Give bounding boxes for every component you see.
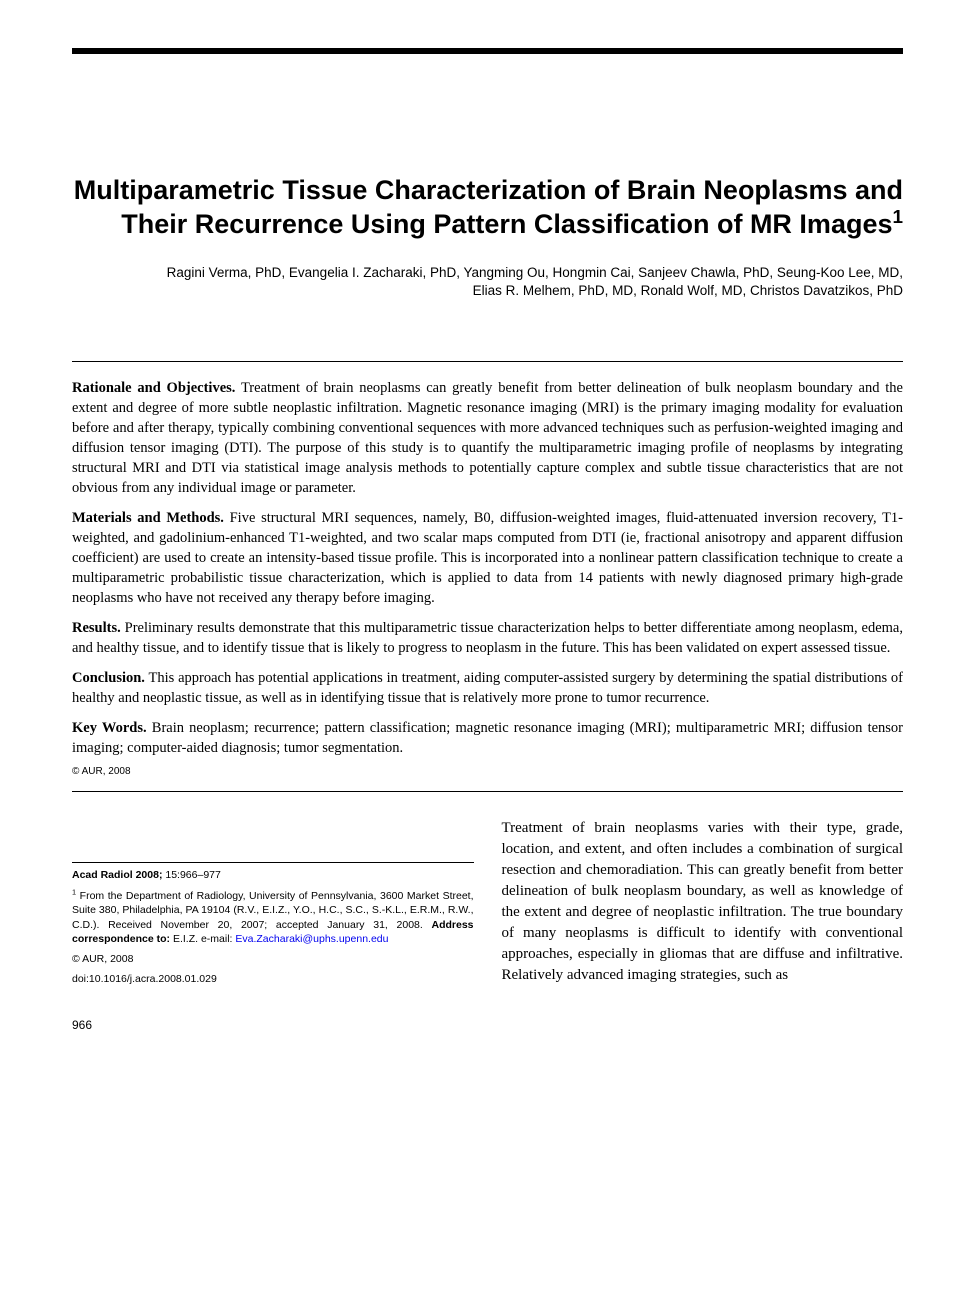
materials-heading: Materials and Methods.	[72, 510, 224, 526]
abstract-conclusion: Conclusion. This approach has potential …	[72, 668, 903, 708]
two-column-region: Acad Radiol 2008; 15:966–977 1 From the …	[72, 818, 903, 986]
left-column: Acad Radiol 2008; 15:966–977 1 From the …	[72, 818, 474, 986]
top-rule	[72, 48, 903, 54]
conclusion-text: This approach has potential applications…	[72, 670, 903, 706]
authors-line-1: Ragini Verma, PhD, Evangelia I. Zacharak…	[167, 265, 903, 280]
right-column: Treatment of brain neoplasms varies with…	[502, 818, 904, 986]
keywords-text: Brain neoplasm; recurrence; pattern clas…	[72, 720, 903, 756]
abstract-rationale: Rationale and Objectives. Treatment of b…	[72, 378, 903, 498]
abstract-copyright: © AUR, 2008	[72, 766, 903, 777]
results-heading: Results.	[72, 620, 121, 636]
title-text: Multiparametric Tissue Characterization …	[74, 175, 903, 239]
journal-name: Acad Radiol 2008;	[72, 869, 165, 881]
journal-citation: Acad Radiol 2008; 15:966–977	[72, 869, 474, 881]
footnote-rule	[72, 862, 474, 863]
page-number: 966	[72, 1018, 903, 1032]
title-footnote-ref: 1	[892, 207, 903, 228]
intro-paragraph: Treatment of brain neoplasms varies with…	[502, 818, 904, 986]
correspondence-email-link[interactable]: Eva.Zacharaki@uphs.upenn.edu	[235, 933, 388, 945]
doi: doi:10.1016/j.acra.2008.01.029	[72, 972, 474, 986]
abstract-box: Rationale and Objectives. Treatment of b…	[72, 361, 903, 792]
abstract-materials: Materials and Methods. Five structural M…	[72, 508, 903, 608]
journal-volume-pages: 15:966–977	[165, 869, 220, 881]
abstract-results: Results. Preliminary results demonstrate…	[72, 618, 903, 658]
conclusion-heading: Conclusion.	[72, 670, 145, 686]
keywords-heading: Key Words.	[72, 720, 147, 736]
rationale-heading: Rationale and Objectives.	[72, 380, 235, 396]
rationale-text: Treatment of brain neoplasms can greatly…	[72, 380, 903, 496]
abstract-keywords: Key Words. Brain neoplasm; recurrence; p…	[72, 718, 903, 758]
footer-copyright: © AUR, 2008	[72, 952, 474, 966]
affil-pre: From the Department of Radiology, Univer…	[72, 890, 474, 930]
authors-block: Ragini Verma, PhD, Evangelia I. Zacharak…	[72, 264, 903, 302]
affil-post: E.I.Z. e-mail:	[170, 933, 235, 945]
authors-line-2: Elias R. Melhem, PhD, MD, Ronald Wolf, M…	[473, 283, 903, 298]
results-text: Preliminary results demonstrate that thi…	[72, 620, 903, 656]
affiliation-footnote: 1 From the Department of Radiology, Univ…	[72, 889, 474, 946]
article-title: Multiparametric Tissue Characterization …	[72, 174, 903, 242]
